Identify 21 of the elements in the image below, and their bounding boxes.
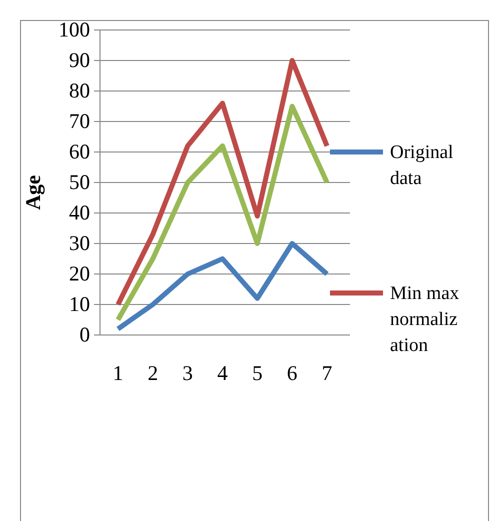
x-tick-label: 2: [148, 360, 158, 385]
y-tick-label: 60: [69, 140, 90, 164]
x-tick-label: 5: [252, 360, 263, 385]
y-tick-label: 40: [69, 200, 90, 225]
x-tick-label: 4: [217, 360, 228, 385]
y-tick-label: 20: [69, 262, 90, 286]
y-tick-label: 90: [69, 48, 90, 72]
y-axis-title: Age: [21, 175, 45, 210]
y-tick-label: 50: [69, 170, 90, 194]
y-tick-label: 70: [69, 109, 90, 134]
x-tick-label: 7: [322, 360, 332, 385]
y-tick-label: 0: [80, 322, 90, 347]
legend-label: Min max normalization: [390, 283, 460, 356]
y-tick-label: 30: [69, 231, 90, 256]
y-tick-label: 10: [69, 292, 90, 316]
legend-label: Original data: [390, 142, 454, 189]
y-tick-label: 100: [58, 18, 90, 42]
x-tick-label: 6: [286, 360, 298, 385]
y-tick-label: 80: [69, 78, 90, 103]
x-tick-label: 1: [112, 360, 124, 385]
x-tick-label: 3: [182, 360, 193, 385]
